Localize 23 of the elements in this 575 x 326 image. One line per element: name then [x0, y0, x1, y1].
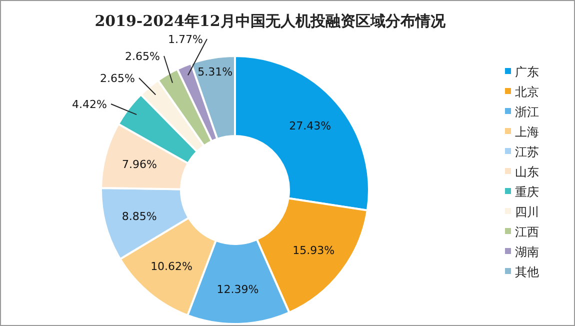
- data-label: 5.31%: [198, 66, 233, 79]
- data-label: 12.39%: [216, 282, 259, 296]
- legend-label: 四川: [515, 205, 539, 219]
- data-label: 15.93%: [292, 244, 335, 258]
- legend-label: 重庆: [515, 185, 539, 199]
- data-label: 4.42%: [72, 98, 107, 111]
- data-label: 2.65%: [100, 72, 135, 85]
- data-label: 8.85%: [122, 210, 157, 223]
- data-label: 2.65%: [125, 50, 160, 63]
- legend-label: 上海: [515, 125, 539, 139]
- legend-label: 江苏: [515, 145, 539, 159]
- chart-title: 2019-2024年12月中国无人机投融资区域分布情况: [94, 12, 446, 30]
- data-label: 1.77%: [168, 33, 203, 46]
- data-label: 27.43%: [289, 120, 332, 133]
- legend-label: 湖南: [515, 245, 539, 259]
- data-label: 10.62%: [150, 260, 193, 273]
- legend-label: 其他: [515, 265, 539, 279]
- legend-label: 广东: [515, 65, 539, 79]
- legend-label: 江西: [515, 225, 539, 239]
- data-label: 7.96%: [122, 158, 157, 172]
- legend-label: 山东: [515, 165, 539, 179]
- legend-label: 北京: [515, 85, 539, 99]
- legend-label: 浙江: [515, 105, 539, 119]
